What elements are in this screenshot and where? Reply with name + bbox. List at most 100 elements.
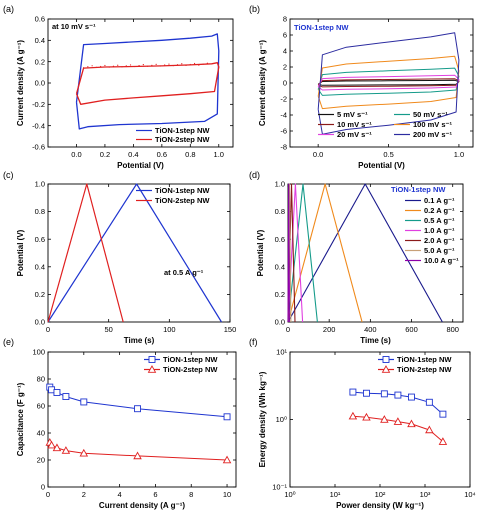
noise-dot <box>121 66 123 68</box>
noise-dot <box>155 63 157 65</box>
legend-label: 5.0 A g⁻¹ <box>424 246 455 255</box>
panel-letter: (b) <box>249 4 260 14</box>
x-tick-label: 150 <box>224 325 237 334</box>
legend-label: TiON-1step NW <box>155 126 210 135</box>
data-point-square <box>349 388 357 396</box>
panel-title: TiON-1step NW <box>391 185 446 194</box>
noise-dot <box>125 65 127 67</box>
series-line <box>47 183 124 323</box>
x-tick-label: 0 <box>46 490 50 499</box>
y-axis-title: Potential (V) <box>16 229 25 276</box>
y-tick-label: 20 <box>37 456 45 465</box>
data-point-triangle <box>438 437 448 445</box>
annotation: at 0.5 A g⁻¹ <box>164 268 204 277</box>
x-tick-label: 10² <box>375 490 386 499</box>
legend-label: 100 mV s⁻¹ <box>413 120 452 129</box>
y-axis-title: Potential (V) <box>256 229 265 276</box>
data-point-triangle <box>147 365 157 373</box>
panel-letter: (c) <box>3 170 14 180</box>
x-tick-label: 2 <box>82 490 86 499</box>
x-tick-label: 0.4 <box>128 150 138 159</box>
y-tick-label: 0.0 <box>275 318 285 327</box>
x-tick-label: 4 <box>118 490 122 499</box>
y-tick-label: -0.4 <box>32 121 45 130</box>
series-loop <box>317 32 460 135</box>
data-point-triangle <box>407 419 416 428</box>
y-tick-label: -0.6 <box>32 143 45 152</box>
x-tick-label: 0.2 <box>100 150 110 159</box>
y-tick-label: 0.4 <box>35 36 45 45</box>
series-loop <box>317 67 460 96</box>
noise-dot <box>117 64 119 66</box>
data-point-square <box>408 393 415 401</box>
x-tick-label: 50 <box>104 325 112 334</box>
y-tick-label: 0 <box>41 483 45 492</box>
series-loop <box>317 79 460 86</box>
data-point-square <box>148 356 156 363</box>
x-tick-label: 1.0 <box>454 150 464 159</box>
series-line <box>287 183 290 323</box>
y-tick-label: 0.2 <box>35 290 45 299</box>
noise-dot <box>206 62 208 64</box>
x-axis-title: Time (s) <box>124 336 155 345</box>
noise-dot <box>168 63 170 65</box>
y-tick-label: -0.2 <box>32 100 45 109</box>
noise-dot <box>176 64 179 66</box>
y-axis-title: Current density (A g⁻¹) <box>258 40 267 126</box>
y-tick-label: 10¹ <box>276 348 287 357</box>
legend-label: 10.0 A g⁻¹ <box>424 256 459 265</box>
data-point-square <box>380 390 388 398</box>
panel-letter: (a) <box>3 4 14 14</box>
series-loop <box>317 55 460 110</box>
y-tick-label: 0.0 <box>35 79 45 88</box>
legend-label: TiON-2step NW <box>155 135 210 144</box>
noise-dot <box>104 64 106 67</box>
panel-c: (c) 0 50 100 150 0.0 0.2 0.4 0.6 0.8 1.0 Time (s) Po… <box>3 170 236 345</box>
x-tick-label: 10³ <box>420 490 431 499</box>
noise-dot <box>134 65 136 68</box>
legend-label: 5 mV s⁻¹ <box>337 110 368 119</box>
data-point-square <box>439 410 447 418</box>
x-axis-title: Power density (W kg⁻¹) <box>336 501 424 510</box>
y-tick-label: 8 <box>283 15 287 24</box>
x-tick-label: 600 <box>405 325 418 334</box>
x-tick-label: 10⁰ <box>284 490 295 499</box>
data-point-triangle <box>380 415 389 423</box>
x-tick-label: 10¹ <box>330 490 341 499</box>
data-point-triangle <box>79 448 89 457</box>
legend-label: 2.0 A g⁻¹ <box>424 236 455 245</box>
x-tick-label: 6 <box>153 490 157 499</box>
x-tick-label: 0 <box>286 325 290 334</box>
series-line <box>287 183 443 323</box>
y-tick-label: 0 <box>283 79 287 88</box>
noise-dot <box>100 65 102 68</box>
panel-letter: (f) <box>249 337 258 347</box>
x-tick-label: 200 <box>323 325 336 334</box>
y-tick-label: -4 <box>280 111 287 120</box>
x-axis-title: Potential (V) <box>358 161 405 170</box>
x-axis-title: Potential (V) <box>117 161 164 170</box>
noise-dot <box>95 66 97 69</box>
noise-dot <box>82 67 85 69</box>
y-tick-label: 40 <box>37 429 45 438</box>
y-tick-label: 10⁰ <box>276 415 287 424</box>
x-tick-label: 0.5 <box>383 150 393 159</box>
legend-label: TiON-1step NW <box>163 355 218 364</box>
x-tick-label: 0.6 <box>157 150 167 159</box>
y-tick-label: -8 <box>280 143 287 152</box>
panel-letter: (e) <box>3 337 14 347</box>
legend-label: TiON-2step NW <box>163 365 218 374</box>
legend-label: TiON-1step NW <box>397 355 452 364</box>
noise-dot <box>138 64 140 67</box>
data-point-triangle <box>47 440 56 449</box>
noise-dot <box>181 63 183 65</box>
plot-frame <box>47 183 231 323</box>
x-tick-label: 0.8 <box>185 150 195 159</box>
legend-label: TiON-2step NW <box>397 365 452 374</box>
legend-label: 1.0 A g⁻¹ <box>424 226 455 235</box>
y-axis-title: Current density (A g⁻¹) <box>16 40 25 126</box>
noise-dot <box>159 65 162 67</box>
y-tick-label: 2 <box>283 63 287 72</box>
series-loop <box>317 74 460 91</box>
